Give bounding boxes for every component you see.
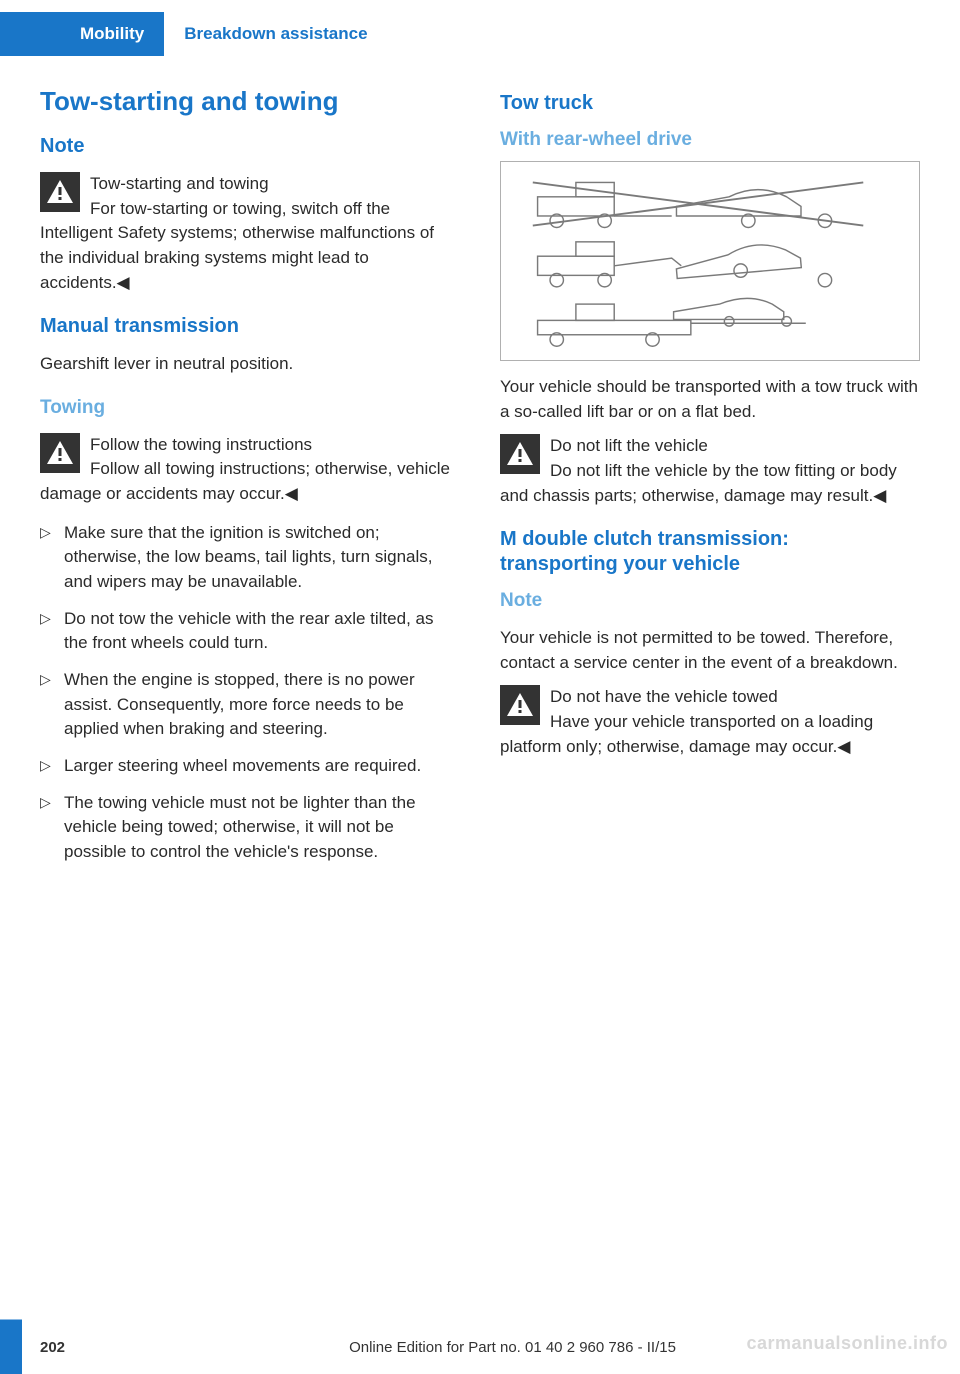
bullet-item: When the engine is stopped, there is no … [40,668,460,742]
warning-text-2: Follow the towing instructions Follow al… [40,433,460,507]
warning-block-4: Do not have the vehicle towed Have your … [500,685,920,759]
warning-block-2: Follow the towing instructions Follow al… [40,433,460,507]
warning-1-title: Tow-starting and towing [90,174,269,193]
main-heading: Tow-starting and towing [40,86,460,117]
footer-text: Online Edition for Part no. 01 40 2 960 … [349,1339,676,1356]
note-heading: Note [40,135,460,158]
bullet-item: Do not tow the vehicle with the rear axl… [40,607,460,656]
towing-bullets: Make sure that the ignition is switched … [40,521,460,865]
warning-text-4: Do not have the vehicle towed Have your … [500,685,920,759]
warning-4-body: Have your vehicle transported on a loadi… [500,712,873,756]
warning-text-1: Tow-starting and towing For tow-starting… [40,172,460,295]
warning-icon [40,172,80,212]
rwd-heading: With rear-wheel drive [500,129,920,151]
page-header: Mobility Breakdown assistance [0,12,960,56]
tow-diagram [500,161,920,361]
warning-icon [40,433,80,473]
warning-2-title: Follow the towing instructions [90,435,312,454]
left-column: Tow-starting and towing Note Tow-startin… [40,86,460,876]
warning-text-3: Do not lift the vehicle Do not lift the … [500,434,920,508]
manual-trans-text: Gearshift lever in neutral position. [40,352,460,377]
tow-truck-heading: Tow truck [500,92,920,115]
note2-text: Your vehicle is not permitted to be towe… [500,626,920,675]
header-chapter: Breakdown assistance [164,12,387,56]
header-section: Mobility [0,12,164,56]
manual-trans-heading: Manual transmission [40,315,460,338]
warning-icon [500,685,540,725]
warning-block-1: Tow-starting and towing For tow-starting… [40,172,460,295]
warning-3-title: Do not lift the vehicle [550,436,708,455]
tow-diagram-svg [509,170,911,352]
content-container: Tow-starting and towing Note Tow-startin… [0,56,960,876]
mdct-heading-line2: transporting your vehicle [500,553,920,576]
mdct-heading-line1: M double clutch transmission: [500,528,920,551]
warning-3-body: Do not lift the vehicle by the tow fitti… [500,461,897,505]
warning-2-body: Follow all towing instructions; otherwis… [40,459,450,503]
right-column: Tow truck With rear-wheel drive [500,86,920,876]
page-number: 202 [40,1339,65,1356]
note2-heading: Note [500,590,920,612]
watermark: carmanualsonline.info [746,1333,948,1354]
warning-1-body: For tow-starting or towing, switch off t… [40,199,434,292]
warning-block-3: Do not lift the vehicle Do not lift the … [500,434,920,508]
bullet-item: Larger steering wheel movements are requ… [40,754,460,779]
bullet-item: The towing vehicle must not be lighter t… [40,791,460,865]
warning-4-title: Do not have the vehicle towed [550,687,778,706]
bullet-item: Make sure that the ignition is switched … [40,521,460,595]
towing-heading: Towing [40,397,460,419]
rwd-text: Your vehicle should be transported with … [500,375,920,424]
warning-icon [500,434,540,474]
left-accent-bar [0,12,22,1374]
